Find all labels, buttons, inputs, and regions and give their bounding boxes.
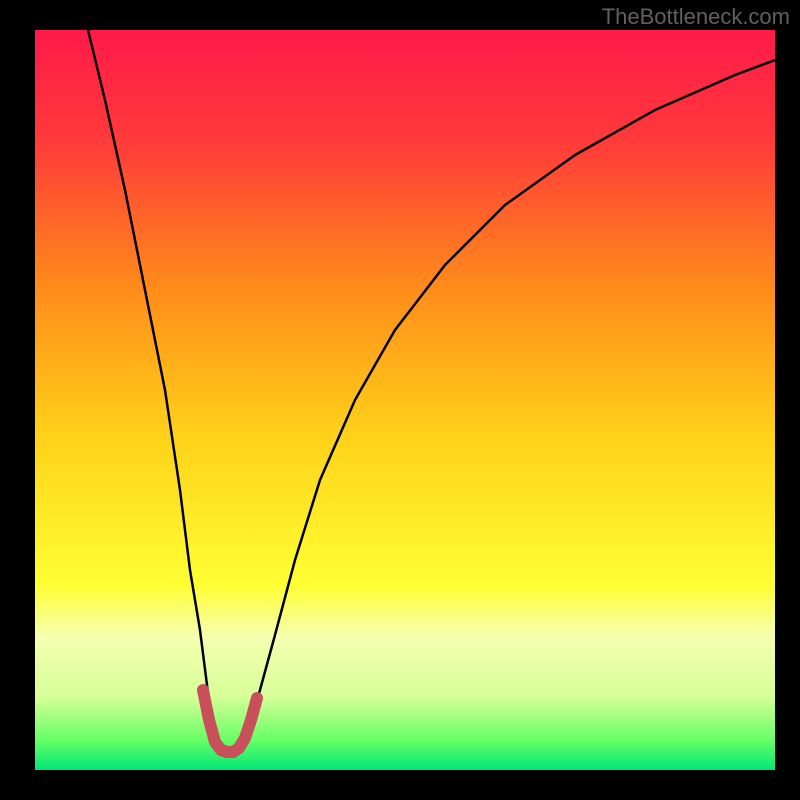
gradient-background — [35, 30, 775, 770]
watermark-text: TheBottleneck.com — [602, 4, 790, 30]
chart-svg — [35, 30, 775, 770]
plot-area — [35, 30, 775, 770]
chart-container: TheBottleneck.com — [0, 0, 800, 800]
